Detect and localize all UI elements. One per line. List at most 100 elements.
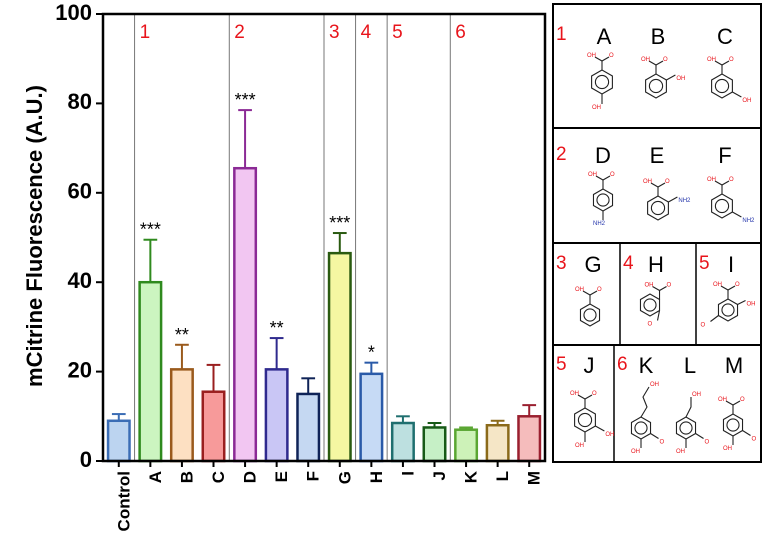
panel-group-number: 2 [556, 144, 567, 165]
panel-group-number: 3 [556, 253, 567, 274]
oxygen-label: O [609, 53, 614, 59]
oxygen-label: O [610, 172, 615, 178]
bond [656, 310, 661, 321]
bond [732, 400, 741, 406]
benzene-ring [579, 303, 601, 327]
bond [732, 211, 742, 218]
oxygen-label: OH [631, 449, 640, 455]
panel-group-number: 5 [556, 354, 567, 375]
bond [594, 56, 603, 62]
x-tick-label: Control [114, 471, 133, 531]
oxygen-label: O [663, 57, 668, 63]
bond [721, 60, 730, 66]
compound-label-l: L [684, 353, 696, 378]
bond [652, 286, 660, 291]
y-tick-label: 40 [68, 268, 92, 293]
bond [640, 386, 650, 418]
bond [695, 433, 704, 439]
x-tick-label: H [367, 471, 386, 483]
compound-label-h: H [648, 252, 664, 277]
benzene-ring [711, 73, 733, 99]
bond [732, 91, 742, 98]
x-tick-label: M [525, 471, 544, 485]
bond [650, 433, 659, 439]
bond [601, 56, 610, 62]
bond [602, 175, 611, 181]
bar-c [201, 390, 226, 463]
x-tick-label: F [304, 471, 323, 481]
x-tick-label: J [430, 471, 449, 480]
x-tick-label: K [462, 470, 481, 483]
significance-marker: *** [140, 220, 161, 240]
oxygen-label: O [660, 440, 665, 446]
benzene-ring [711, 193, 733, 219]
oxygen-label: O [592, 391, 597, 397]
y-tick-label: 20 [68, 357, 92, 382]
bond [725, 400, 734, 406]
bar-b [169, 368, 194, 463]
aromatic-circle [634, 421, 648, 435]
oxygen-label: OH [575, 287, 584, 293]
bond [584, 394, 593, 400]
x-tick-label: G [335, 471, 354, 484]
bar-a [138, 280, 163, 463]
aromatic-circle [650, 200, 666, 216]
oxygen-label: O [700, 323, 705, 329]
oxygen-label: OH [643, 179, 652, 185]
bond [668, 196, 678, 203]
bond [742, 430, 751, 436]
bar-h [359, 372, 384, 463]
oxygen-label: OH [592, 105, 601, 111]
amine-label: NH2 [593, 221, 606, 227]
bond [648, 60, 657, 66]
bar-e [264, 368, 289, 463]
x-tick-label: A [146, 471, 165, 483]
oxygen-label: OH [676, 76, 685, 82]
aromatic-circle [643, 298, 657, 312]
y-tick-label: 0 [80, 447, 92, 472]
compound-label-k: K [639, 353, 654, 378]
aromatic-circle [594, 74, 610, 90]
oxygen-label: O [667, 283, 672, 289]
oxygen-label: OH [713, 282, 722, 288]
group-label-1: 1 [140, 22, 151, 43]
bond [650, 182, 659, 188]
bar-k [454, 428, 479, 463]
group-label-2: 2 [234, 22, 245, 43]
x-tick-label: L [493, 471, 512, 481]
oxygen-label: O [740, 397, 745, 403]
bond [685, 397, 692, 418]
oxygen-label: OH [641, 57, 650, 63]
oxygen-label: OH [718, 397, 727, 403]
oxygen-label: O [729, 177, 734, 183]
oxygen-label: OH [645, 283, 654, 289]
aromatic-circle [577, 412, 593, 428]
oxygen-label: OH [605, 432, 614, 438]
oxygen-label: OH [588, 172, 597, 178]
oxygen-label: O [665, 179, 670, 185]
x-tick-label: C [209, 471, 228, 483]
panel-group-number: 4 [623, 253, 634, 274]
bond [720, 285, 729, 291]
bar-i [390, 421, 415, 463]
bond [655, 60, 664, 66]
oxygen-label: O [752, 437, 757, 443]
bond [737, 300, 746, 305]
aromatic-circle [714, 78, 730, 94]
panel-group-number: 5 [699, 253, 710, 274]
aromatic-circle [714, 198, 730, 214]
x-tick-label: D [241, 471, 260, 483]
oxygen-label: OH [707, 177, 716, 183]
bond [714, 60, 723, 66]
panel-group-number: 1 [556, 24, 567, 45]
bar-l [485, 423, 510, 463]
oxygen-label: O [735, 282, 740, 288]
bar-m [517, 415, 542, 463]
bar-j [422, 426, 447, 463]
group-label-4: 4 [361, 22, 372, 43]
compound-label-i: I [728, 252, 734, 277]
oxygen-label: OH [692, 392, 701, 398]
y-tick-label: 100 [55, 0, 92, 25]
oxygen-label: O [648, 322, 653, 328]
